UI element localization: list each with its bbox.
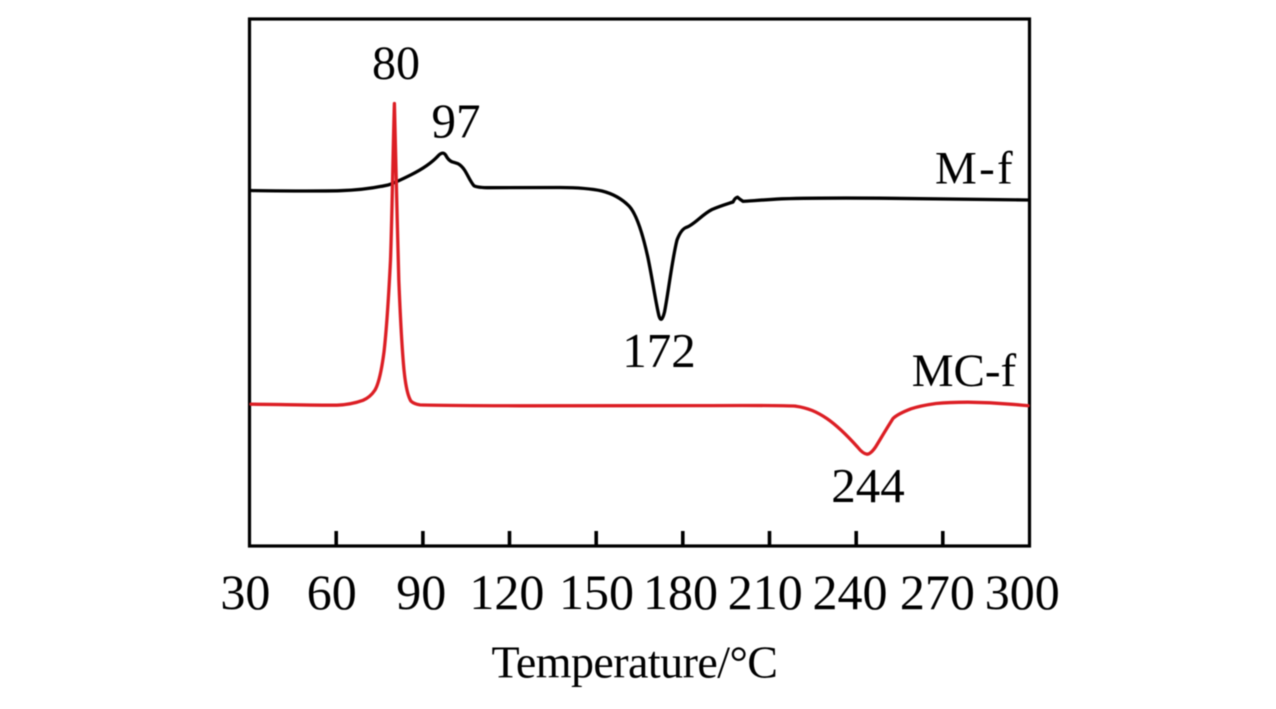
- svg-text:180: 180: [643, 564, 718, 620]
- svg-text:30: 30: [220, 564, 270, 620]
- svg-text:80: 80: [372, 37, 420, 90]
- svg-text:270: 270: [900, 564, 975, 620]
- svg-text:120: 120: [469, 564, 544, 620]
- svg-text:60: 60: [307, 564, 357, 620]
- svg-text:172: 172: [622, 323, 696, 378]
- svg-text:300: 300: [985, 564, 1060, 620]
- svg-text:150: 150: [559, 564, 634, 620]
- svg-text:90: 90: [396, 564, 446, 620]
- svg-text:M-f: M-f: [935, 142, 1015, 194]
- svg-text:210: 210: [728, 564, 803, 620]
- svg-text:97: 97: [432, 94, 481, 149]
- svg-text:Temperature/°C: Temperature/°C: [492, 637, 778, 688]
- svg-text:244: 244: [831, 458, 905, 513]
- svg-text:MC-f: MC-f: [912, 345, 1017, 397]
- svg-text:240: 240: [813, 564, 888, 620]
